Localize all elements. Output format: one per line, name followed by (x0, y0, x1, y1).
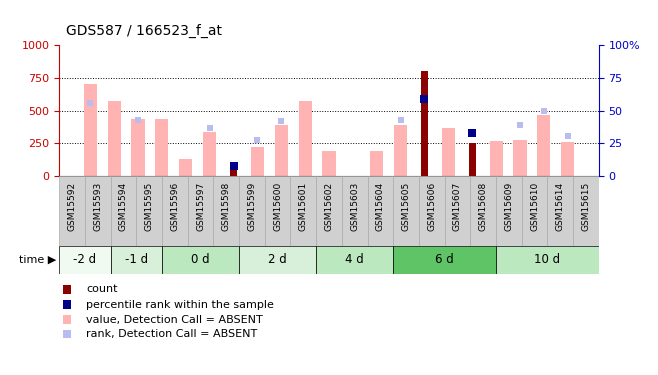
Point (252, 136, 263, 142)
Text: GSM15593: GSM15593 (93, 182, 102, 231)
Text: GSM15603: GSM15603 (350, 182, 359, 231)
Bar (419, 176, 445, 246)
Bar (561, 142, 574, 176)
Bar (132, 118, 145, 176)
Point (85, 100, 95, 106)
Bar (547, 176, 573, 246)
Text: percentile rank within the sample: percentile rank within the sample (86, 300, 274, 309)
Text: GSM15604: GSM15604 (376, 182, 385, 231)
Text: GSM15594: GSM15594 (119, 182, 128, 231)
Bar (136, 176, 162, 246)
Bar (230, 167, 237, 176)
Bar (265, 176, 290, 246)
Bar (496, 246, 599, 274)
Text: GSM15602: GSM15602 (324, 182, 334, 231)
Point (133, 117, 143, 123)
Bar (179, 159, 192, 176)
Text: 2 d: 2 d (268, 253, 287, 266)
Text: GSM15605: GSM15605 (401, 182, 411, 231)
Text: GSM15607: GSM15607 (453, 182, 462, 231)
Text: time ▶: time ▶ (18, 255, 56, 265)
Bar (290, 176, 316, 246)
Bar (188, 176, 213, 246)
Point (228, 163, 239, 169)
Bar (84, 84, 97, 176)
Bar (316, 176, 342, 246)
Bar (393, 176, 419, 246)
Text: GSM15601: GSM15601 (299, 182, 308, 231)
Bar (370, 151, 384, 176)
Point (62, 332, 72, 338)
Point (419, 96, 430, 102)
Text: GSM15606: GSM15606 (427, 182, 436, 231)
Text: -2 d: -2 d (73, 253, 97, 266)
Bar (239, 246, 316, 274)
Text: value, Detection Call = ABSENT: value, Detection Call = ABSENT (86, 315, 263, 324)
Text: 0 d: 0 d (191, 253, 210, 266)
Point (538, 108, 549, 114)
Text: GSM15610: GSM15610 (530, 182, 539, 231)
Text: count: count (86, 285, 118, 294)
Bar (322, 151, 336, 176)
Bar (162, 176, 188, 246)
Bar (573, 176, 599, 246)
Bar (274, 125, 288, 176)
Bar (513, 140, 526, 176)
Point (515, 122, 525, 128)
Text: GSM15614: GSM15614 (556, 182, 565, 231)
Text: GSM15592: GSM15592 (68, 182, 76, 231)
Text: GSM15600: GSM15600 (273, 182, 282, 231)
Bar (111, 246, 162, 274)
Text: GDS587 / 166523_f_at: GDS587 / 166523_f_at (66, 23, 222, 38)
Point (62, 302, 72, 307)
Text: GSM15596: GSM15596 (170, 182, 180, 231)
Bar (394, 125, 407, 176)
Point (62, 286, 72, 292)
Bar (468, 144, 476, 176)
Bar (490, 141, 503, 176)
Text: GSM15595: GSM15595 (145, 182, 154, 231)
Bar (85, 176, 111, 246)
Bar (155, 118, 168, 176)
Bar (470, 176, 496, 246)
Bar (442, 128, 455, 176)
Bar (251, 147, 264, 176)
Point (276, 118, 286, 124)
Bar (111, 176, 136, 246)
Text: GSM15608: GSM15608 (478, 182, 488, 231)
Bar (496, 176, 522, 246)
Bar (368, 176, 393, 246)
Bar (59, 246, 111, 274)
Point (395, 117, 406, 123)
Point (62, 316, 72, 322)
Bar (522, 176, 547, 246)
Text: 6 d: 6 d (435, 253, 454, 266)
Text: -1 d: -1 d (125, 253, 148, 266)
Bar (239, 176, 265, 246)
Text: GSM15598: GSM15598 (222, 182, 231, 231)
Text: 10 d: 10 d (534, 253, 561, 266)
Bar (342, 176, 368, 246)
Bar (162, 246, 239, 274)
Bar (108, 102, 120, 176)
Bar (445, 176, 470, 246)
Text: GSM15599: GSM15599 (247, 182, 257, 231)
Bar (299, 102, 312, 176)
Bar (316, 246, 393, 274)
Point (205, 124, 215, 131)
Bar (538, 115, 550, 176)
Bar (421, 71, 428, 176)
Point (563, 133, 573, 139)
Text: GSM15609: GSM15609 (504, 182, 513, 231)
Text: GSM15597: GSM15597 (196, 182, 205, 231)
Point (467, 130, 478, 136)
Bar (393, 246, 496, 274)
Bar (213, 176, 239, 246)
Text: rank, Detection Call = ABSENT: rank, Detection Call = ABSENT (86, 330, 257, 339)
Bar (59, 176, 85, 246)
Bar (203, 132, 216, 176)
Text: GSM15615: GSM15615 (582, 182, 590, 231)
Text: 4 d: 4 d (345, 253, 364, 266)
